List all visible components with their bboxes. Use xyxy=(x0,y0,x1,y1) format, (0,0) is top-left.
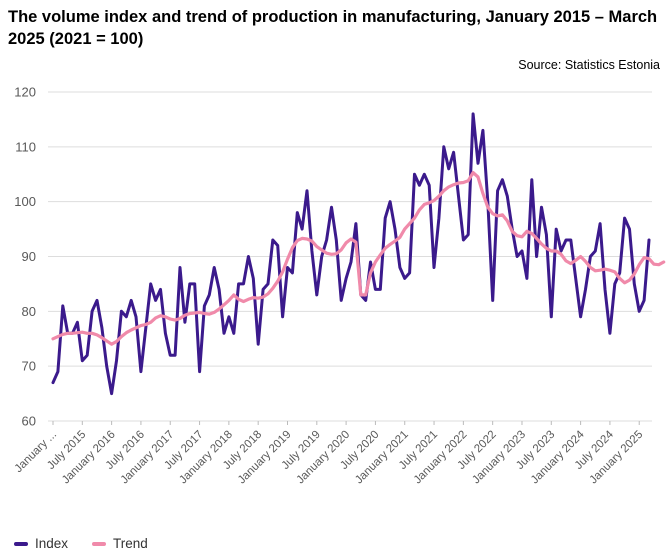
y-tick-label: 110 xyxy=(15,139,36,154)
gridlines xyxy=(48,91,652,422)
source-note: Source: Statistics Estonia xyxy=(518,58,660,72)
y-tick-label: 90 xyxy=(22,249,36,264)
index-swatch xyxy=(14,541,28,546)
y-axis: 60 70 80 90 100 110 120 xyxy=(14,85,36,429)
legend: Index Trend xyxy=(14,536,172,551)
series-lines xyxy=(51,112,666,396)
series-line-trend xyxy=(51,171,666,346)
chart-title: The volume index and trend of production… xyxy=(8,8,658,48)
legend-label-index: Index xyxy=(35,536,69,551)
y-tick-label: 70 xyxy=(22,359,36,374)
y-tick-label: 120 xyxy=(14,85,36,100)
trend-swatch xyxy=(92,541,107,546)
line-chart: 60 70 80 90 100 110 120 January ...July 2015Ja… xyxy=(13,85,666,487)
series-line-index xyxy=(51,112,651,396)
x-tick-label: January 2025 xyxy=(588,429,646,487)
legend-label-trend: Trend xyxy=(113,536,148,551)
legend-item-trend[interactable]: Trend xyxy=(92,536,148,551)
y-tick-label: 60 xyxy=(22,414,36,429)
legend-item-index[interactable]: Index xyxy=(14,536,68,551)
y-tick-label: 100 xyxy=(14,194,36,209)
y-tick-label: 80 xyxy=(22,304,36,319)
